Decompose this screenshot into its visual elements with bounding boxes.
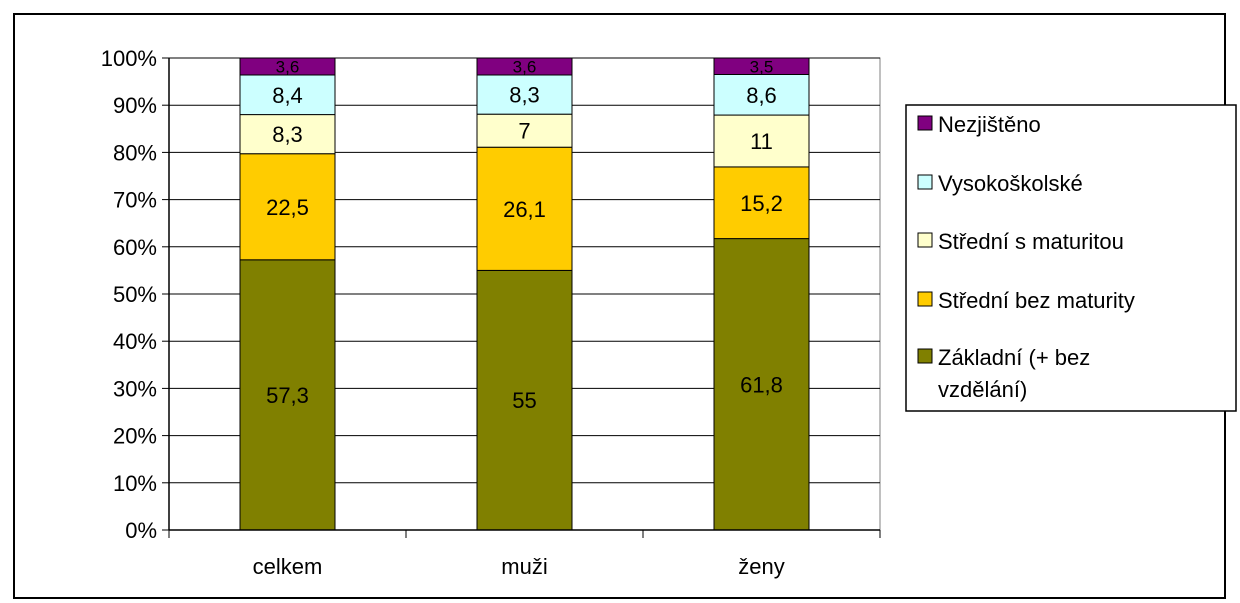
y-tick-label: 60% [113,235,157,260]
data-label: 8,3 [272,122,303,147]
data-label: 7 [518,119,530,144]
bar-segment [476,74,573,115]
data-label: 11 [750,129,773,154]
data-label: 8,6 [746,83,777,108]
legend-label: Nezjištěno [938,112,1041,137]
legend-label: vzdělání) [938,377,1027,402]
x-category-label: muži [501,554,547,579]
data-label: 15,2 [740,191,783,216]
data-label: 57,3 [266,383,309,408]
bar-segment [713,166,810,240]
data-label: 22,5 [266,195,309,220]
y-tick-label: 40% [113,329,157,354]
bar-segment [713,57,810,76]
bar-segment [713,74,810,116]
axes: 0% 10% 20% 30% 40% 50% 60% 70% 80% 90% 100% celkem m… [101,46,881,579]
y-tick-label: 100% [101,46,157,71]
y-tick-label: 90% [113,93,157,118]
x-category-label: celkem [253,554,323,579]
data-label: 8,3 [509,83,540,108]
legend-swatch [917,115,933,131]
legend-swatch [917,174,933,190]
bar-segment [476,269,573,531]
legend: Nezjištěno Vysokoškolské Střední s maturit… [905,104,1237,412]
x-category-label: ženy [738,554,784,579]
data-label: 61,8 [740,372,783,397]
bar-segment [239,57,336,76]
y-tick-label: 0% [125,518,157,543]
y-tick-label: 50% [113,282,157,307]
bar-segment [713,114,810,168]
legend-label: Střední bez maturity [938,288,1135,313]
legend-label: Střední s maturitou [938,229,1124,254]
bar-segment [476,146,573,271]
data-label: 55 [512,388,536,413]
y-tick-label: 70% [113,188,157,213]
y-tick-label: 80% [113,140,157,165]
bar-segment [239,74,336,116]
data-label: 3,5 [750,57,774,76]
bar-segment [239,259,336,531]
legend-swatch [917,232,933,248]
data-label: 3,6 [513,57,537,76]
data-label: 3,6 [276,57,300,76]
y-tick-label: 10% [113,471,157,496]
y-tick-label: 30% [113,376,157,401]
bar-segment [239,153,336,261]
legend-label: Základní (+ bez [938,345,1090,370]
legend-box [905,104,1237,412]
data-label: 26,1 [503,197,546,222]
data-label: 8,4 [272,83,303,108]
bars: 57,3 22,5 8,3 8,4 3,6 55 26,1 7 8,3 3,6 61,8 15,2 11… [239,57,810,531]
bar-segment [476,57,573,76]
y-tick-label: 20% [113,424,157,449]
bar-segment [239,114,336,155]
legend-label: Vysokoškolské [938,171,1083,196]
legend-swatch [917,348,933,364]
legend-swatch [917,291,933,307]
bar-segment [476,113,573,148]
